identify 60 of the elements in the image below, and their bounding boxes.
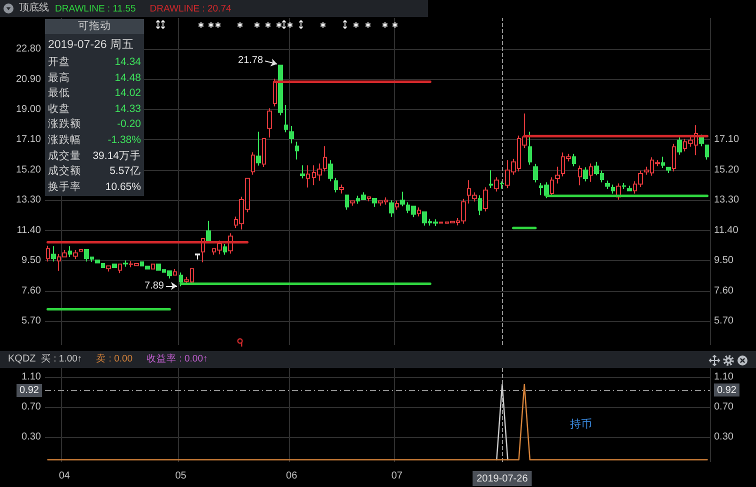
text: 0.92 xyxy=(717,385,736,396)
y2-tick-label: 13.30 xyxy=(714,194,740,206)
annotation: 14.48 xyxy=(114,70,141,86)
text: 卖 : 0.00 xyxy=(96,352,133,364)
y-tick-label: 20.90 xyxy=(16,74,42,85)
annotation: 21.78 xyxy=(238,55,264,66)
y2-tick-label: 1.10 xyxy=(714,372,734,383)
ref-line-label: 0.92 xyxy=(20,385,40,396)
annotation: 7.89 xyxy=(144,280,164,292)
y2-tick-label: 15.20 xyxy=(714,164,740,176)
annotation: 10.65% xyxy=(105,180,141,195)
annotation: 成交额 xyxy=(48,164,81,180)
y-tick-label: 0.30 xyxy=(22,432,42,443)
text: 收益率 : 0.00↑ xyxy=(146,352,208,364)
annotation: 换手率 xyxy=(48,180,81,195)
y2-tick-label: 7.60 xyxy=(714,285,734,296)
y2-tick-label: 17.10 xyxy=(714,134,740,146)
y-tick-label: 1.10 xyxy=(22,372,42,383)
y-tick-label: 9.50 xyxy=(22,255,42,266)
annotation: 最高 xyxy=(48,70,70,86)
annotation: 5.57亿 xyxy=(110,164,141,180)
annotation: 39.14万手 xyxy=(92,148,141,164)
annotation: 14.34 xyxy=(114,55,141,70)
x-tick-label: 06 xyxy=(286,470,298,482)
annotation: 最低 xyxy=(48,86,70,102)
y-tick-label: 5.70 xyxy=(22,316,42,327)
annotation: 开盘 xyxy=(48,55,70,70)
y-tick-label: 13.30 xyxy=(16,194,42,206)
text: DRAWLINE : 20.74 xyxy=(150,4,232,14)
annotation: 成交量 xyxy=(48,148,81,164)
y2-tick-label: 5.70 xyxy=(714,316,734,327)
y-tick-label: 15.20 xyxy=(16,164,42,176)
chart-title: 顶底线 xyxy=(19,2,49,14)
text: DRAWLINE : 11.55 xyxy=(55,4,136,14)
y-tick-label: 17.10 xyxy=(16,134,42,146)
y-tick-label: 0.70 xyxy=(22,402,42,413)
annotation: 涨跌额 xyxy=(48,117,81,132)
y2-tick-label: 0.70 xyxy=(714,402,734,413)
x-tick-label: 04 xyxy=(58,470,70,482)
annotation: -0.20 xyxy=(117,117,141,132)
chart-title: KQDZ xyxy=(8,354,36,364)
y2-tick-label: 11.40 xyxy=(714,224,739,236)
x-tick-label: 05 xyxy=(175,470,187,482)
y-tick-label: 7.60 xyxy=(22,285,42,296)
y2-tick-label: 9.50 xyxy=(714,255,734,266)
y-tick-label: 11.40 xyxy=(16,224,42,236)
text: 可拖动 xyxy=(45,19,144,34)
y2-tick-label: 0.30 xyxy=(714,432,734,443)
annotation: 持币 xyxy=(570,418,592,430)
text: 买 : 1.00↑ xyxy=(41,354,82,364)
annotation: 涨跌幅 xyxy=(48,132,81,148)
annotation: 14.33 xyxy=(114,102,141,117)
x-tick-label: 07 xyxy=(391,470,403,482)
text: 2019-07-26 周五 xyxy=(47,38,136,53)
annotation: 14.02 xyxy=(114,86,141,102)
annotation: 收盘 xyxy=(48,102,70,117)
x-tick-label: 2019-07-26 xyxy=(476,474,528,484)
y-tick-label: 22.80 xyxy=(16,44,42,55)
annotation: -1.38% xyxy=(108,132,141,148)
y-tick-label: 19.00 xyxy=(16,104,42,115)
